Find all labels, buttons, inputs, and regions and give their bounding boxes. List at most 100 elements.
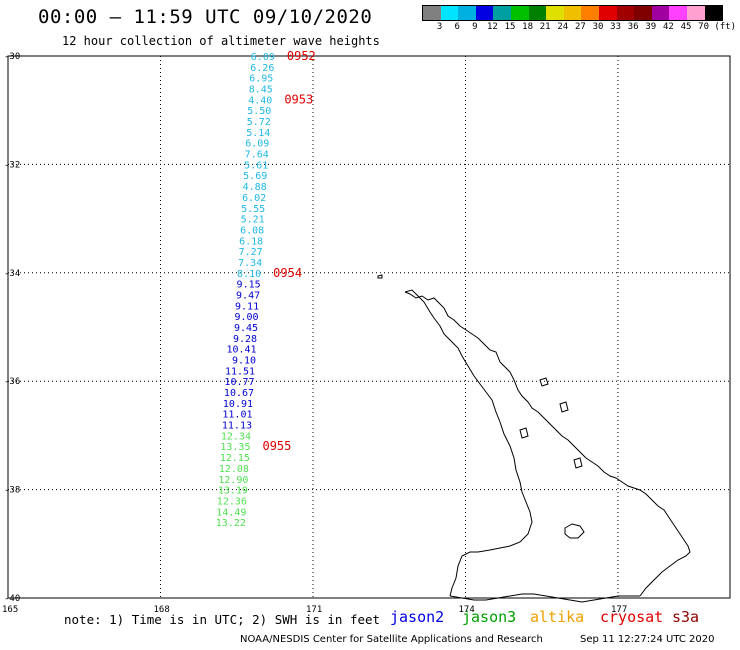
wave-height-label: 6.95	[249, 74, 273, 85]
legend-label: 18	[522, 22, 534, 32]
legend-label: 30	[592, 22, 604, 32]
wave-height-label: 4.40	[248, 95, 272, 106]
wave-height-label: 12.15	[220, 453, 250, 464]
axis-labels: -30 -32 -34 -36 -38 -40 168 171 174 177 165	[2, 52, 627, 615]
wave-height-label: 8.10	[237, 269, 261, 280]
wave-height-label: 5.50	[247, 106, 271, 117]
map-title: 00:00 – 11:59 UTC 09/10/2020	[38, 6, 373, 28]
wave-height-label: 8.45	[249, 85, 273, 96]
satellite-label-altika: altika	[530, 608, 585, 626]
wave-height-label: 5.72	[247, 117, 271, 128]
wave-height-label: 9.47	[236, 290, 260, 301]
y-tick-label: -34	[4, 269, 20, 279]
y-tick-label: -36	[4, 377, 20, 387]
y-tick-label: -38	[4, 486, 20, 496]
y-tick-label: -30	[4, 52, 20, 62]
wave-height-label: 6.18	[239, 236, 263, 247]
wave-height-label: 9.28	[233, 334, 257, 345]
wave-height-label: 10.77	[224, 377, 254, 388]
wave-height-label: 13.22	[216, 518, 246, 529]
x-tick-label: 171	[306, 605, 322, 615]
wave-height-label: 5.61	[244, 160, 268, 171]
legend-swatch	[546, 6, 564, 20]
wave-height-label: 5.69	[243, 171, 267, 182]
legend-swatch	[581, 6, 599, 20]
wave-height-label: 9.00	[235, 312, 259, 323]
cook-strait-coast	[449, 593, 640, 603]
legend-label: 36	[627, 22, 639, 32]
y-tick-label: -40	[4, 594, 20, 604]
time-stamp-label: 0954	[273, 266, 302, 280]
legend-swatch	[616, 6, 635, 20]
wave-height-label: 11.01	[222, 410, 252, 421]
wave-height-label: 7.64	[245, 150, 269, 161]
legend-label: 45	[680, 22, 692, 32]
legend-swatch	[458, 6, 476, 20]
legend-label: 42	[662, 22, 674, 32]
legend-swatch	[598, 6, 617, 20]
legend-label: 3	[436, 22, 443, 32]
wave-height-label: 6.09	[251, 52, 275, 63]
x-tick-label: 174	[459, 605, 475, 615]
satellite-label-jason2: jason2	[390, 608, 445, 626]
footer-date: Sep 11 12:27:24 UTC 2020	[580, 634, 715, 645]
coromandel-islands	[519, 377, 583, 469]
legend-label: 12	[486, 22, 498, 32]
wave-height-label: 10.41	[226, 345, 256, 356]
legend-label: 15	[504, 22, 516, 32]
time-stamp-label: 0953	[284, 92, 313, 106]
legend-swatch	[669, 6, 687, 20]
legend-swatch	[563, 6, 582, 20]
wave-height-label: 14.49	[216, 507, 246, 518]
wave-height-label: 5.21	[241, 215, 265, 226]
wave-height-label: 12.36	[217, 496, 247, 507]
legend-swatch	[510, 6, 529, 20]
northern-islet	[377, 274, 383, 279]
wave-height-label: 11.51	[225, 366, 255, 377]
grid-lines	[7, 55, 731, 599]
wave-height-label: 7.34	[238, 258, 262, 269]
legend-label: 21	[539, 22, 551, 32]
x-tick-label: 177	[611, 605, 627, 615]
north-island-east-coast	[404, 291, 691, 597]
north-island-coastline	[404, 289, 533, 597]
wave-height-label: 5.14	[246, 128, 270, 139]
x-tick-label-origin: 165	[2, 605, 18, 615]
legend-swatch	[634, 6, 652, 20]
legend-swatch	[651, 6, 670, 20]
legend-label: 39	[645, 22, 657, 32]
wave-height-label: 7.27	[239, 247, 263, 258]
wave-height-label: 10.67	[224, 388, 254, 399]
footer-credit: NOAA/NESDIS Center for Satellite Applica…	[240, 634, 543, 645]
wave-height-label: 6.09	[245, 139, 269, 150]
legend-swatch	[704, 6, 723, 20]
wave-height-label: 9.45	[234, 323, 258, 334]
plot-frame	[7, 55, 731, 599]
legend-swatch	[686, 6, 705, 20]
legend-swatch	[475, 6, 494, 20]
wave-height-label: 5.55	[241, 204, 265, 215]
wave-height-track: 6.096.266.958.454.405.505.725.146.097.64…	[216, 52, 275, 529]
legend-label: (ft)	[714, 22, 737, 32]
wave-height-label: 12.90	[218, 475, 248, 486]
satellite-label-cryosat: cryosat	[600, 608, 664, 626]
wave-height-label: 6.02	[242, 193, 266, 204]
legend-label: 6	[454, 22, 460, 32]
legend-label: 9	[472, 22, 478, 32]
legend-label: 70	[698, 22, 710, 32]
wave-height-label: 9.15	[237, 280, 261, 291]
x-tick-label: 168	[154, 605, 170, 615]
legend-label: 33	[610, 22, 622, 32]
map-subtitle: 12 hour collection of altimeter wave hei…	[62, 34, 380, 48]
legend-swatch	[528, 6, 547, 20]
wave-height-label: 13.35	[220, 442, 250, 453]
legend-swatch	[423, 6, 441, 20]
time-stamps: 0952 0953 0954 0955	[262, 49, 315, 453]
legend-label: 27	[574, 22, 586, 32]
color-scale-legend	[422, 5, 724, 21]
coastline	[377, 274, 691, 603]
wave-height-label: 9.10	[232, 356, 256, 367]
color-scale-labels: 3 6 9 12 15 18 21 24 27 30 33 36 39 42 45 70 (ft)	[422, 22, 740, 34]
satellite-label-jason3: jason3	[462, 608, 517, 626]
